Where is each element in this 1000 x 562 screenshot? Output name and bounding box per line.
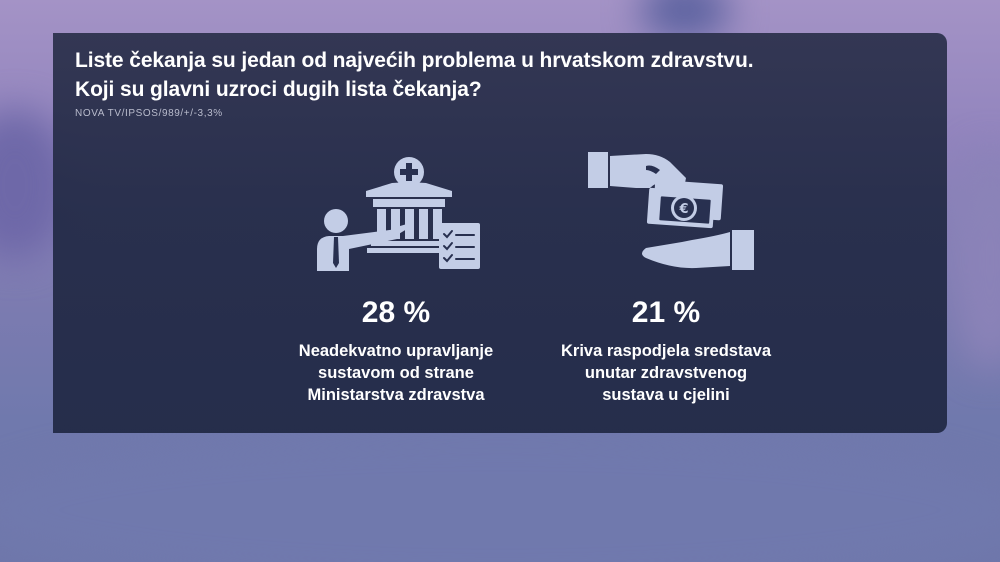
stat-label-line-2: unutar zdravstvenog [584, 364, 748, 382]
stat-value: 21 % [631, 296, 701, 329]
background-square-ground [0, 430, 1000, 562]
stat-label-line-2: sustavom od strane [318, 364, 474, 382]
stat-label-line-1: Neadekvatno upravljanje [298, 342, 494, 360]
title-line-2: Koji su glavni uzroci dugih lista čekanj… [75, 78, 482, 101]
ministry-building-presenter-checklist-icon [266, 143, 526, 273]
infographic-title: Liste čekanja su jedan od najvećih probl… [75, 46, 754, 104]
stat-label: Kriva raspodjela sredstava unutar zdravs… [536, 340, 796, 406]
stat-label: Neadekvatno upravljanje sustavom od stra… [266, 340, 526, 406]
infographic-panel: Liste čekanja su jedan od najvećih probl… [53, 33, 947, 433]
stat-value: 28 % [361, 296, 431, 329]
euro-symbol: € [678, 202, 688, 217]
stat-block-fund-allocation: € 21 % Kriva raspodjela sredstava unutar… [536, 143, 796, 406]
stat-label-line-1: Kriva raspodjela sredstava [560, 342, 772, 360]
survey-source: NOVA TV/IPSOS/989/+/-3,3% [75, 108, 223, 119]
title-line-1: Liste čekanja su jedan od najvećih probl… [75, 49, 754, 72]
stat-label-line-3: sustava u cjelini [602, 386, 730, 404]
stat-label-line-3: Ministarstva zdravstva [307, 386, 485, 404]
hands-passing-euro-banknote-icon: € [536, 143, 796, 273]
background-building-right [950, 150, 1000, 370]
stat-block-ministry-management: 28 % Neadekvatno upravljanje sustavom od… [266, 143, 526, 406]
